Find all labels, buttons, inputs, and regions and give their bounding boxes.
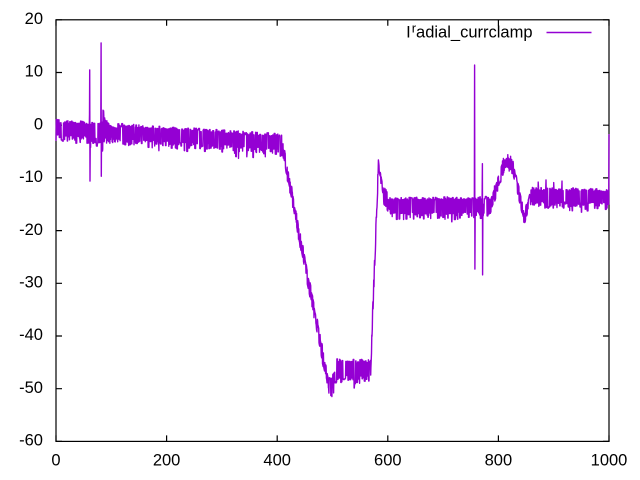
svg-text:1000: 1000 <box>591 452 628 470</box>
svg-text:Iradial_currclamp: Iradial_currclamp <box>406 21 532 42</box>
svg-text:-40: -40 <box>19 326 43 344</box>
svg-text:-50: -50 <box>19 379 43 397</box>
svg-text:-20: -20 <box>19 221 43 239</box>
svg-text:-10: -10 <box>19 168 43 186</box>
svg-text:200: 200 <box>153 452 181 470</box>
svg-text:800: 800 <box>485 452 513 470</box>
svg-text:20: 20 <box>25 10 43 28</box>
svg-text:400: 400 <box>263 452 291 470</box>
svg-text:0: 0 <box>51 452 60 470</box>
svg-text:0: 0 <box>34 115 43 133</box>
svg-text:600: 600 <box>374 452 402 470</box>
svg-text:10: 10 <box>25 63 43 81</box>
svg-text:-30: -30 <box>19 274 43 292</box>
svg-text:-60: -60 <box>19 432 43 450</box>
